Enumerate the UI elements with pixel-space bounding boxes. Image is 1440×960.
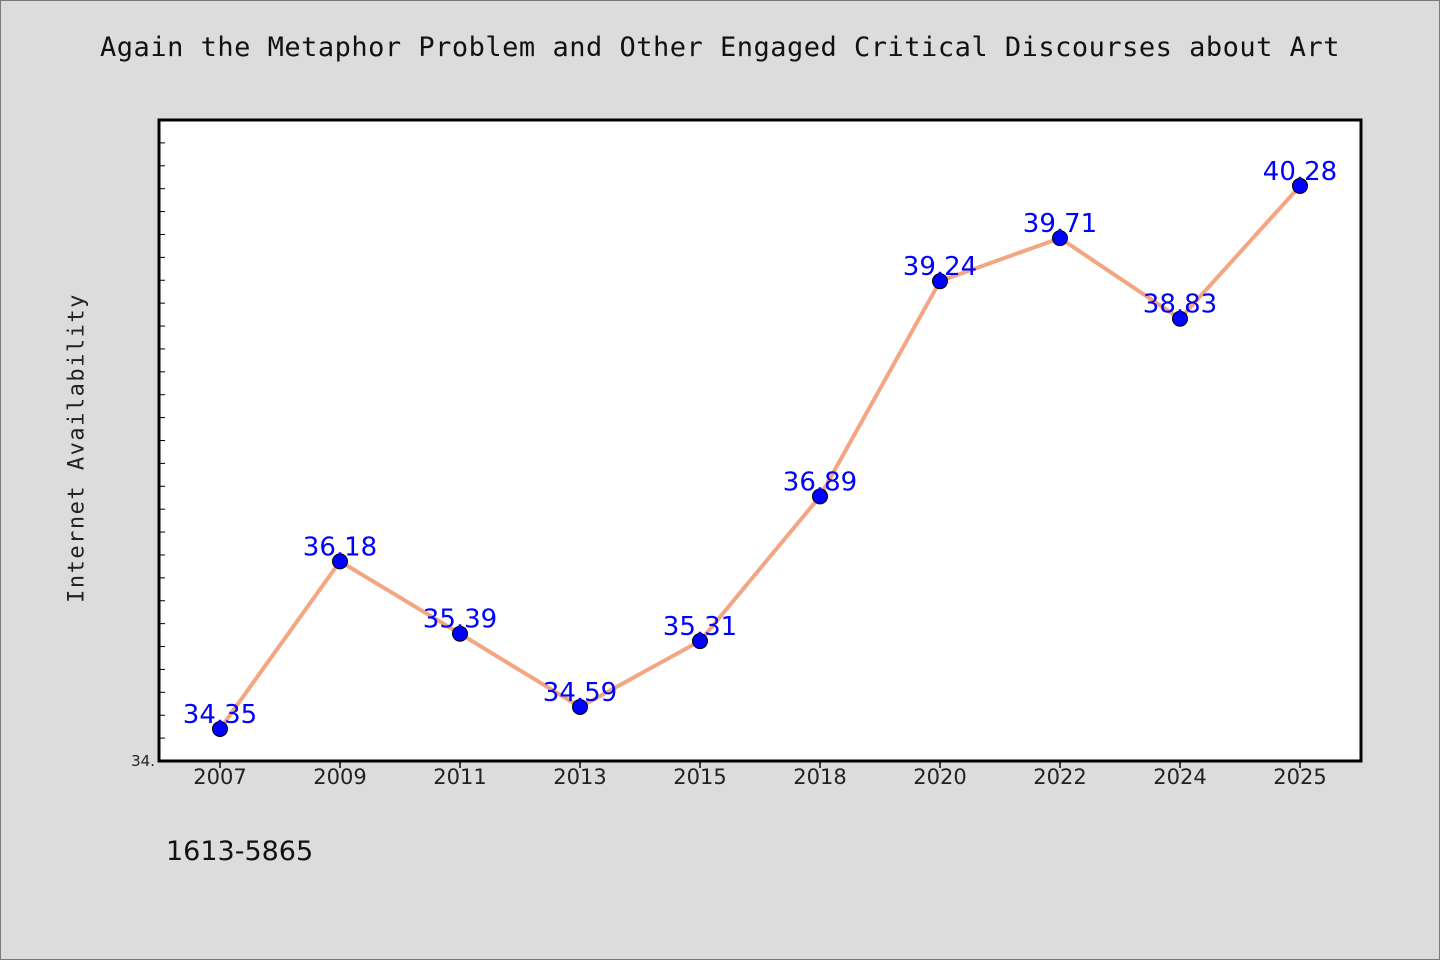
- series-line: [218, 183, 1302, 731]
- x-tick-label: 2025: [1273, 765, 1326, 789]
- data-label: 40.28: [1263, 157, 1337, 187]
- data-label: 34.59: [543, 678, 617, 708]
- data-point: [1292, 177, 1308, 194]
- data-label: 36.89: [783, 467, 857, 497]
- x-tick-label: 2015: [673, 765, 726, 789]
- data-point: [812, 488, 828, 505]
- x-tick-label: 2009: [313, 765, 366, 789]
- data-point: [1052, 230, 1068, 247]
- footnote-text: 1613-5865: [166, 836, 314, 867]
- data-label: 36.18: [303, 532, 377, 562]
- plot-border: [157, 118, 1363, 763]
- data-label: 39.71: [1023, 209, 1097, 239]
- data-label: 38.83: [1143, 290, 1217, 320]
- data-point: [572, 698, 588, 715]
- data-point: [1172, 310, 1188, 327]
- data-point: [692, 633, 708, 650]
- data-point: [212, 720, 228, 737]
- data-point: [332, 553, 348, 570]
- data-label: 39.24: [903, 252, 977, 282]
- x-axis-ticks: 2007 2009 2011 2013 2015 2018 2020 2022 2024 2025: [193, 761, 1327, 789]
- x-tick-label: 2013: [553, 765, 606, 789]
- x-tick-label: 2007: [193, 765, 246, 789]
- chart-title: Again the Metaphor Problem and Other Eng…: [100, 32, 1340, 63]
- data-label: 34.35: [183, 700, 257, 730]
- x-tick-label: 2011: [433, 765, 486, 789]
- x-tick-label: 2018: [793, 765, 846, 789]
- plot-area: [159, 120, 1361, 761]
- data-label: 35.39: [423, 605, 497, 635]
- y-tick-label: 34.: [131, 752, 155, 770]
- data-label-layer: 34.35 36.18 35.39 34.59 35.31 36.89 39.24 39.71…: [183, 157, 1337, 730]
- data-point: [452, 625, 468, 642]
- x-tick-label: 2022: [1033, 765, 1086, 789]
- series-layer: [218, 183, 1302, 731]
- marker-layer: [212, 177, 1308, 737]
- x-tick-label: 2024: [1153, 765, 1206, 789]
- data-point: [932, 273, 948, 290]
- data-label: 35.31: [663, 612, 737, 642]
- x-tick-label: 2020: [913, 765, 966, 789]
